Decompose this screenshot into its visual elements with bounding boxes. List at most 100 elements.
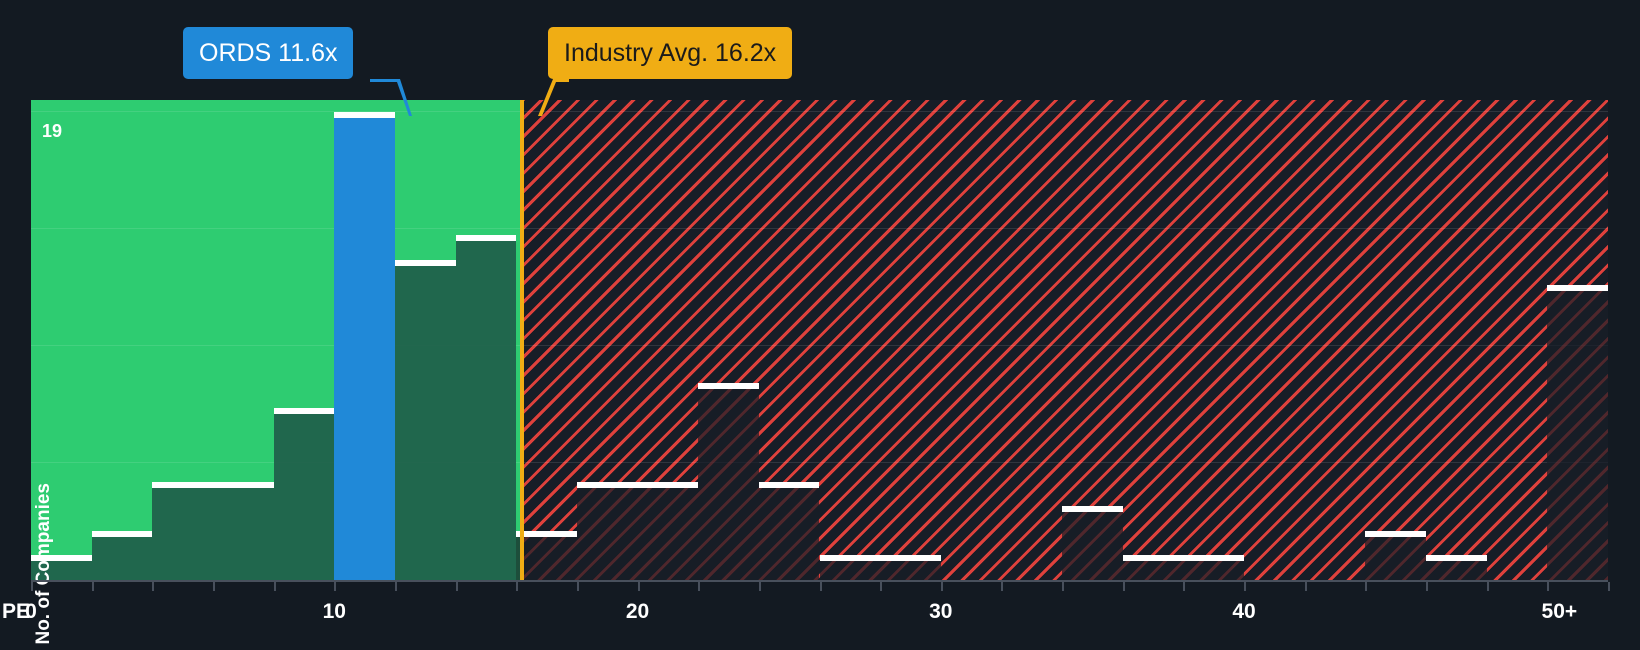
- x-axis-tick: [455, 582, 458, 591]
- callout-industry[interactable]: Industry Avg. 16.2x: [548, 27, 793, 79]
- x-axis-tick-label: 0: [25, 600, 37, 623]
- bar-cap: [637, 481, 699, 488]
- bar-body: [1122, 561, 1184, 580]
- x-axis-tick: [516, 582, 519, 591]
- histogram-bar[interactable]: [1122, 555, 1184, 580]
- bar-cap: [273, 407, 335, 414]
- histogram-bar[interactable]: [819, 555, 881, 580]
- x-axis-title: PE: [1, 600, 30, 623]
- bar-cap: [334, 112, 395, 119]
- x-axis-tick: [576, 582, 579, 591]
- histogram-bar[interactable]: [1062, 506, 1123, 580]
- bar-body: [1062, 512, 1123, 580]
- histogram-bar[interactable]: [152, 481, 213, 580]
- bar-cap: [516, 530, 577, 537]
- bar-body: [1183, 561, 1245, 580]
- gridline: [31, 462, 1608, 464]
- histogram-bar[interactable]: [334, 112, 395, 580]
- y-axis-max-label: 19: [42, 121, 63, 141]
- x-axis-tick-label: 10: [322, 600, 346, 623]
- bar-cap: [698, 383, 759, 390]
- histogram-bar[interactable]: [212, 481, 274, 580]
- bar-body: [819, 561, 881, 580]
- x-axis-tick: [758, 582, 761, 591]
- histogram-bar[interactable]: [880, 555, 941, 580]
- gridline: [31, 111, 1608, 113]
- x-axis-tick: [819, 582, 822, 591]
- bar-body: [698, 389, 759, 580]
- bar-body: [394, 266, 456, 580]
- x-axis-tick-label: 30: [929, 600, 953, 623]
- bar-body: [212, 487, 274, 580]
- x-axis-tick: [940, 582, 943, 591]
- bar-cap: [212, 481, 274, 488]
- histogram-bar[interactable]: [1183, 555, 1245, 580]
- histogram-bar[interactable]: [516, 530, 577, 580]
- x-axis-tick: [31, 582, 33, 591]
- x-axis-tick: [1547, 582, 1550, 591]
- x-axis-tick: [1122, 582, 1125, 591]
- x-axis-tick: [1426, 582, 1429, 591]
- bar-cap: [455, 235, 517, 242]
- gridline: [31, 345, 1608, 347]
- bar-cap: [1062, 506, 1123, 513]
- bar-cap: [1122, 555, 1184, 562]
- callout-industry-label: Industry Avg. 16.2x: [564, 38, 777, 67]
- bar-body: [91, 536, 153, 580]
- x-axis-tick: [334, 582, 337, 591]
- bar-cap: [152, 481, 213, 488]
- histogram-bar[interactable]: [758, 481, 820, 580]
- x-axis-tick: [152, 582, 155, 591]
- bar-body: [758, 487, 820, 580]
- callout-ords-label: ORDS 11.6x: [199, 38, 338, 67]
- x-axis-tick-label: 50+: [1541, 600, 1578, 623]
- bar-body: [880, 561, 941, 580]
- bar-body: [152, 487, 213, 580]
- bar-cap: [1365, 530, 1427, 537]
- bar-cap: [1183, 555, 1245, 562]
- x-axis-tick: [273, 582, 276, 591]
- bar-cap: [91, 530, 153, 537]
- x-axis-tick: [1365, 582, 1368, 591]
- histogram-bar[interactable]: [637, 481, 699, 580]
- bar-body: [273, 413, 335, 580]
- bar-body: [516, 536, 577, 580]
- callout-ords[interactable]: ORDS 11.6x: [183, 27, 354, 79]
- histogram-bar[interactable]: [576, 481, 638, 580]
- x-axis-tick: [1608, 582, 1610, 591]
- histogram-bar[interactable]: [1426, 555, 1487, 580]
- histogram-bar[interactable]: [1365, 530, 1427, 580]
- histogram-bar[interactable]: [698, 383, 759, 580]
- zone-overvalued: [520, 100, 1608, 580]
- x-axis-tick-label: 20: [625, 600, 650, 623]
- bar-cap: [819, 555, 881, 562]
- x-axis-tick: [1001, 582, 1004, 591]
- x-axis-tick: [1062, 582, 1065, 591]
- bar-body: [1547, 290, 1608, 580]
- gridline: [31, 228, 1608, 230]
- histogram-bar[interactable]: [455, 235, 517, 580]
- x-axis-tick-label: 40: [1232, 600, 1256, 623]
- x-axis-tick: [91, 582, 94, 591]
- bar-body: [455, 241, 517, 580]
- bar-cap: [1547, 284, 1608, 291]
- histogram-bar[interactable]: [31, 555, 92, 580]
- histogram-bar[interactable]: [1547, 284, 1608, 580]
- bar-cap: [880, 555, 941, 562]
- x-axis-tick: [1244, 582, 1247, 591]
- bar-body: [1426, 561, 1487, 580]
- histogram-bar[interactable]: [273, 407, 335, 580]
- x-axis-tick: [698, 582, 701, 591]
- x-axis-tick: [637, 582, 640, 591]
- bar-cap: [576, 481, 638, 488]
- x-axis-tick: [1486, 582, 1489, 591]
- x-axis-tick: [1304, 582, 1307, 591]
- x-axis-tick: [394, 582, 397, 591]
- bar-body: [637, 487, 699, 580]
- bar-cap: [758, 481, 820, 488]
- x-axis-tick: [880, 582, 883, 591]
- histogram-bar[interactable]: [91, 530, 153, 580]
- histogram-bar[interactable]: [394, 260, 456, 580]
- bar-body: [1365, 536, 1427, 580]
